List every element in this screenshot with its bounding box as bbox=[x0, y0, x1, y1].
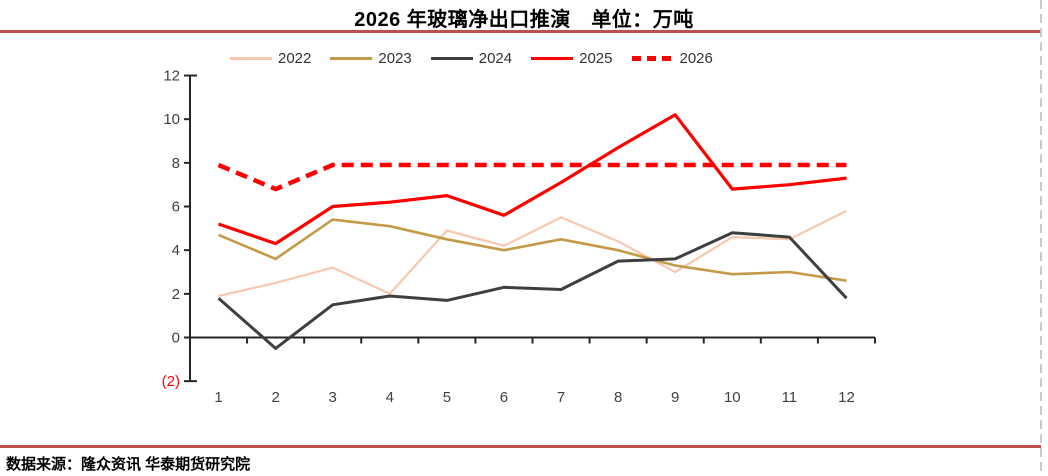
y-tick-label: 8 bbox=[172, 155, 180, 172]
legend-item-2026: 2026 bbox=[631, 50, 713, 67]
legend-label: 2022 bbox=[278, 50, 312, 67]
chart-title: 2026 年玻璃净出口推演 单位：万吨 bbox=[354, 9, 694, 31]
y-tick-label: 4 bbox=[172, 242, 180, 259]
legend-item-2024: 2024 bbox=[430, 50, 513, 67]
x-tick-label: 5 bbox=[443, 389, 451, 406]
series-line-2026 bbox=[217, 162, 847, 192]
series-line-2022 bbox=[218, 209, 847, 298]
x-tick-label: 4 bbox=[386, 389, 394, 406]
x-tick-label: 7 bbox=[557, 389, 565, 406]
legend-swatch-2024 bbox=[430, 57, 473, 60]
legend-label: 2026 bbox=[679, 50, 713, 67]
legend-item-2022: 2022 bbox=[230, 50, 311, 67]
x-tick-label: 9 bbox=[671, 389, 679, 406]
legend-swatch-2023 bbox=[330, 57, 373, 60]
legend-label: 2025 bbox=[579, 50, 613, 67]
series-line-2023 bbox=[217, 218, 847, 282]
x-tick-label: 3 bbox=[329, 389, 337, 406]
y-tick-label: 2 bbox=[172, 286, 180, 303]
legend-swatch-2026 bbox=[631, 56, 674, 61]
top-rule bbox=[0, 30, 1041, 33]
series-line-2024 bbox=[217, 231, 848, 350]
legend-swatch-2022 bbox=[230, 57, 272, 60]
x-tick-label: 12 bbox=[838, 389, 855, 406]
x-tick-label: 11 bbox=[782, 389, 798, 406]
x-tick-label: 10 bbox=[724, 389, 741, 406]
y-tick-label: (2) bbox=[162, 373, 180, 390]
page-edge-dashed-border bbox=[1040, 0, 1042, 476]
x-tick-label: 6 bbox=[500, 389, 508, 406]
x-tick-label: 1 bbox=[214, 389, 222, 406]
series-line-2025 bbox=[217, 113, 847, 246]
legend-swatch-2025 bbox=[531, 56, 574, 61]
x-tick-label: 2 bbox=[271, 389, 279, 406]
legend-label: 2023 bbox=[378, 50, 412, 67]
legend-item-2025: 2025 bbox=[531, 50, 613, 67]
y-tick-label: 6 bbox=[172, 199, 180, 216]
y-tick-label: 12 bbox=[163, 68, 180, 85]
x-tick-label: 8 bbox=[614, 389, 622, 406]
chart-legend: 2022 2023 2024 2025 2026 bbox=[230, 50, 713, 67]
bottom-rule bbox=[0, 445, 1041, 448]
y-tick-label: 10 bbox=[163, 111, 180, 128]
legend-label: 2024 bbox=[478, 50, 513, 67]
data-source-note: 数据来源：隆众资讯 华泰期货研究院 bbox=[6, 456, 251, 473]
y-tick-label: 0 bbox=[172, 330, 180, 347]
legend-item-2023: 2023 bbox=[330, 50, 412, 67]
